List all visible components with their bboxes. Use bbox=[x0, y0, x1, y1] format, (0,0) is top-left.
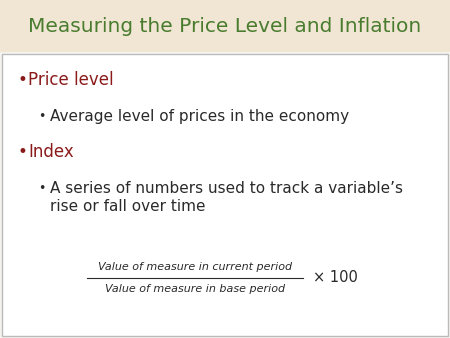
Text: Measuring the Price Level and Inflation: Measuring the Price Level and Inflation bbox=[28, 17, 422, 36]
Bar bbox=[2, 54, 448, 336]
Text: Index: Index bbox=[28, 143, 74, 161]
Text: × 100: × 100 bbox=[313, 270, 358, 286]
Text: •: • bbox=[38, 110, 45, 123]
Text: Average level of prices in the economy: Average level of prices in the economy bbox=[50, 109, 349, 124]
Text: •: • bbox=[18, 71, 28, 89]
Bar bbox=[0, 0, 450, 52]
Text: Value of measure in base period: Value of measure in base period bbox=[105, 284, 285, 294]
Text: •: • bbox=[38, 182, 45, 195]
Text: Price level: Price level bbox=[28, 71, 113, 89]
Text: •: • bbox=[18, 143, 28, 161]
Text: A series of numbers used to track a variable’s: A series of numbers used to track a vari… bbox=[50, 181, 403, 196]
Text: Value of measure in current period: Value of measure in current period bbox=[98, 262, 292, 272]
Text: rise or fall over time: rise or fall over time bbox=[50, 199, 206, 214]
